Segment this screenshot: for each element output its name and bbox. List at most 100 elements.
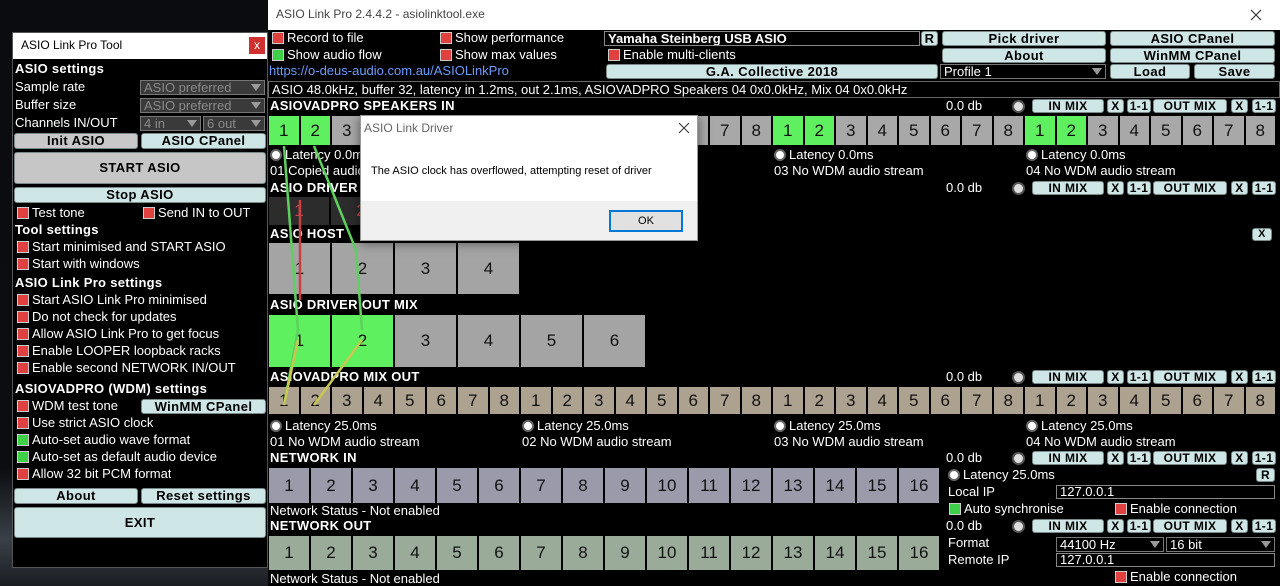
setting-select[interactable]: ASIO preferred <box>140 80 265 95</box>
latency-knob[interactable] <box>270 420 282 432</box>
checkbox[interactable] <box>17 345 29 357</box>
channel-button[interactable]: 5 <box>898 386 930 415</box>
button[interactable]: OUT MIX <box>1153 519 1227 533</box>
channel-button[interactable]: 2 <box>331 242 394 295</box>
channel-button[interactable]: 7 <box>520 535 562 571</box>
channel-button[interactable]: 6 <box>929 115 961 146</box>
channel-button[interactable]: 4 <box>457 314 520 368</box>
channel-button[interactable]: 8 <box>1244 115 1276 146</box>
button[interactable]: X <box>1231 519 1248 533</box>
channel-button[interactable]: 3 <box>394 314 457 368</box>
button[interactable]: Load <box>1110 64 1190 79</box>
channel-button[interactable]: 4 <box>614 386 646 415</box>
latency-knob[interactable] <box>270 149 282 161</box>
channel-button[interactable]: 1 <box>268 242 331 295</box>
channel-button[interactable]: 8 <box>1244 386 1276 415</box>
channel-button[interactable]: 8 <box>992 115 1024 146</box>
knob[interactable] <box>1012 100 1025 113</box>
button[interactable]: G.A. Collective 2018 <box>606 64 938 79</box>
button[interactable]: ASIO CPanel <box>141 133 266 149</box>
channel-button[interactable]: 3 <box>1087 386 1119 415</box>
knob[interactable] <box>1012 371 1025 384</box>
channel-button[interactable]: 15 <box>856 467 898 504</box>
channel-button[interactable]: 8 <box>740 115 772 146</box>
checkbox[interactable] <box>440 32 452 44</box>
channel-button[interactable]: 6 <box>1181 115 1213 146</box>
ip-field[interactable]: 127.0.0.1 <box>1056 553 1275 567</box>
button[interactable]: Init ASIO <box>14 133 138 149</box>
channel-button[interactable]: 4 <box>362 386 394 415</box>
button[interactable]: 1-1 <box>1252 519 1276 533</box>
channel-button[interactable]: 4 <box>1118 386 1150 415</box>
button[interactable]: Stop ASIO <box>14 187 266 203</box>
latency-knob[interactable] <box>1026 420 1038 432</box>
channel-button[interactable]: 3 <box>331 115 363 146</box>
rate-select[interactable]: 44100 Hz <box>1056 537 1164 552</box>
checkbox[interactable] <box>17 328 29 340</box>
dialog-close-icon[interactable] <box>678 122 690 134</box>
channel-button[interactable]: 3 <box>583 386 615 415</box>
button[interactable]: 1-1 <box>1127 99 1151 113</box>
channel-button[interactable]: 1 <box>772 386 804 415</box>
button[interactable]: START ASIO <box>14 152 266 184</box>
channel-button[interactable]: 9 <box>604 535 646 571</box>
checkbox[interactable] <box>1115 503 1127 515</box>
checkbox[interactable] <box>17 258 29 270</box>
link[interactable]: https://o-deus-audio.com.au/ASIOLinkPro <box>269 64 509 78</box>
button[interactable]: 1-1 <box>1252 99 1276 113</box>
button[interactable]: ASIO CPanel <box>1110 31 1275 46</box>
button[interactable]: X <box>1231 99 1248 113</box>
channel-button[interactable]: 3 <box>352 535 394 571</box>
checkbox[interactable] <box>1115 571 1127 583</box>
channel-button[interactable]: 6 <box>677 386 709 415</box>
channel-button[interactable]: 6 <box>478 467 520 504</box>
channel-button[interactable]: 2 <box>1055 115 1087 146</box>
channel-button[interactable]: 5 <box>520 314 583 368</box>
channel-button[interactable]: 2 <box>1055 386 1087 415</box>
button[interactable]: 1-1 <box>1252 451 1276 465</box>
channel-button[interactable]: 10 <box>646 467 688 504</box>
knob[interactable] <box>1012 520 1025 533</box>
button[interactable]: OUT MIX <box>1153 99 1227 113</box>
button[interactable]: OUT MIX <box>1153 451 1227 465</box>
channel-button[interactable]: 7 <box>709 386 741 415</box>
latency-knob[interactable] <box>948 469 960 481</box>
channel-button[interactable]: 1 <box>1024 386 1056 415</box>
button[interactable]: About <box>942 48 1106 63</box>
channel-button[interactable]: 10 <box>646 535 688 571</box>
button[interactable]: X <box>1107 370 1124 384</box>
button[interactable]: IN MIX <box>1032 370 1104 384</box>
channel-button[interactable]: 8 <box>562 467 604 504</box>
checkbox[interactable] <box>17 362 29 374</box>
channel-button[interactable]: 2 <box>299 115 331 146</box>
channel-button[interactable]: 5 <box>394 386 426 415</box>
channel-button[interactable]: 1 <box>268 115 300 146</box>
channel-button[interactable]: 7 <box>961 115 993 146</box>
channel-button[interactable]: 6 <box>583 314 646 368</box>
channel-button[interactable]: 4 <box>866 386 898 415</box>
channel-button[interactable]: 2 <box>331 314 394 368</box>
channel-button[interactable]: 11 <box>688 467 730 504</box>
button[interactable]: 1-1 <box>1252 181 1276 195</box>
checkbox[interactable] <box>608 49 620 61</box>
channel-button[interactable]: 8 <box>562 535 604 571</box>
button[interactable]: R <box>1256 468 1275 482</box>
checkbox[interactable] <box>272 49 284 61</box>
button[interactable]: X <box>1107 181 1124 195</box>
checkbox[interactable] <box>17 207 29 219</box>
checkbox[interactable] <box>17 451 29 463</box>
setting-select[interactable]: ASIO preferred <box>140 98 265 113</box>
channel-button[interactable]: 3 <box>835 386 867 415</box>
channel-button[interactable]: 4 <box>394 467 436 504</box>
channel-button[interactable]: 16 <box>898 535 940 571</box>
channel-button[interactable]: 13 <box>772 467 814 504</box>
channel-button[interactable]: 14 <box>814 535 856 571</box>
channel-button[interactable]: 6 <box>1181 386 1213 415</box>
channel-button[interactable]: 1 <box>268 196 330 226</box>
channel-button[interactable]: 5 <box>898 115 930 146</box>
channel-button[interactable]: 13 <box>772 535 814 571</box>
channel-button[interactable]: 7 <box>709 115 741 146</box>
close-icon[interactable] <box>1250 9 1262 21</box>
channel-button[interactable]: 8 <box>488 386 520 415</box>
channel-button[interactable]: 15 <box>856 535 898 571</box>
